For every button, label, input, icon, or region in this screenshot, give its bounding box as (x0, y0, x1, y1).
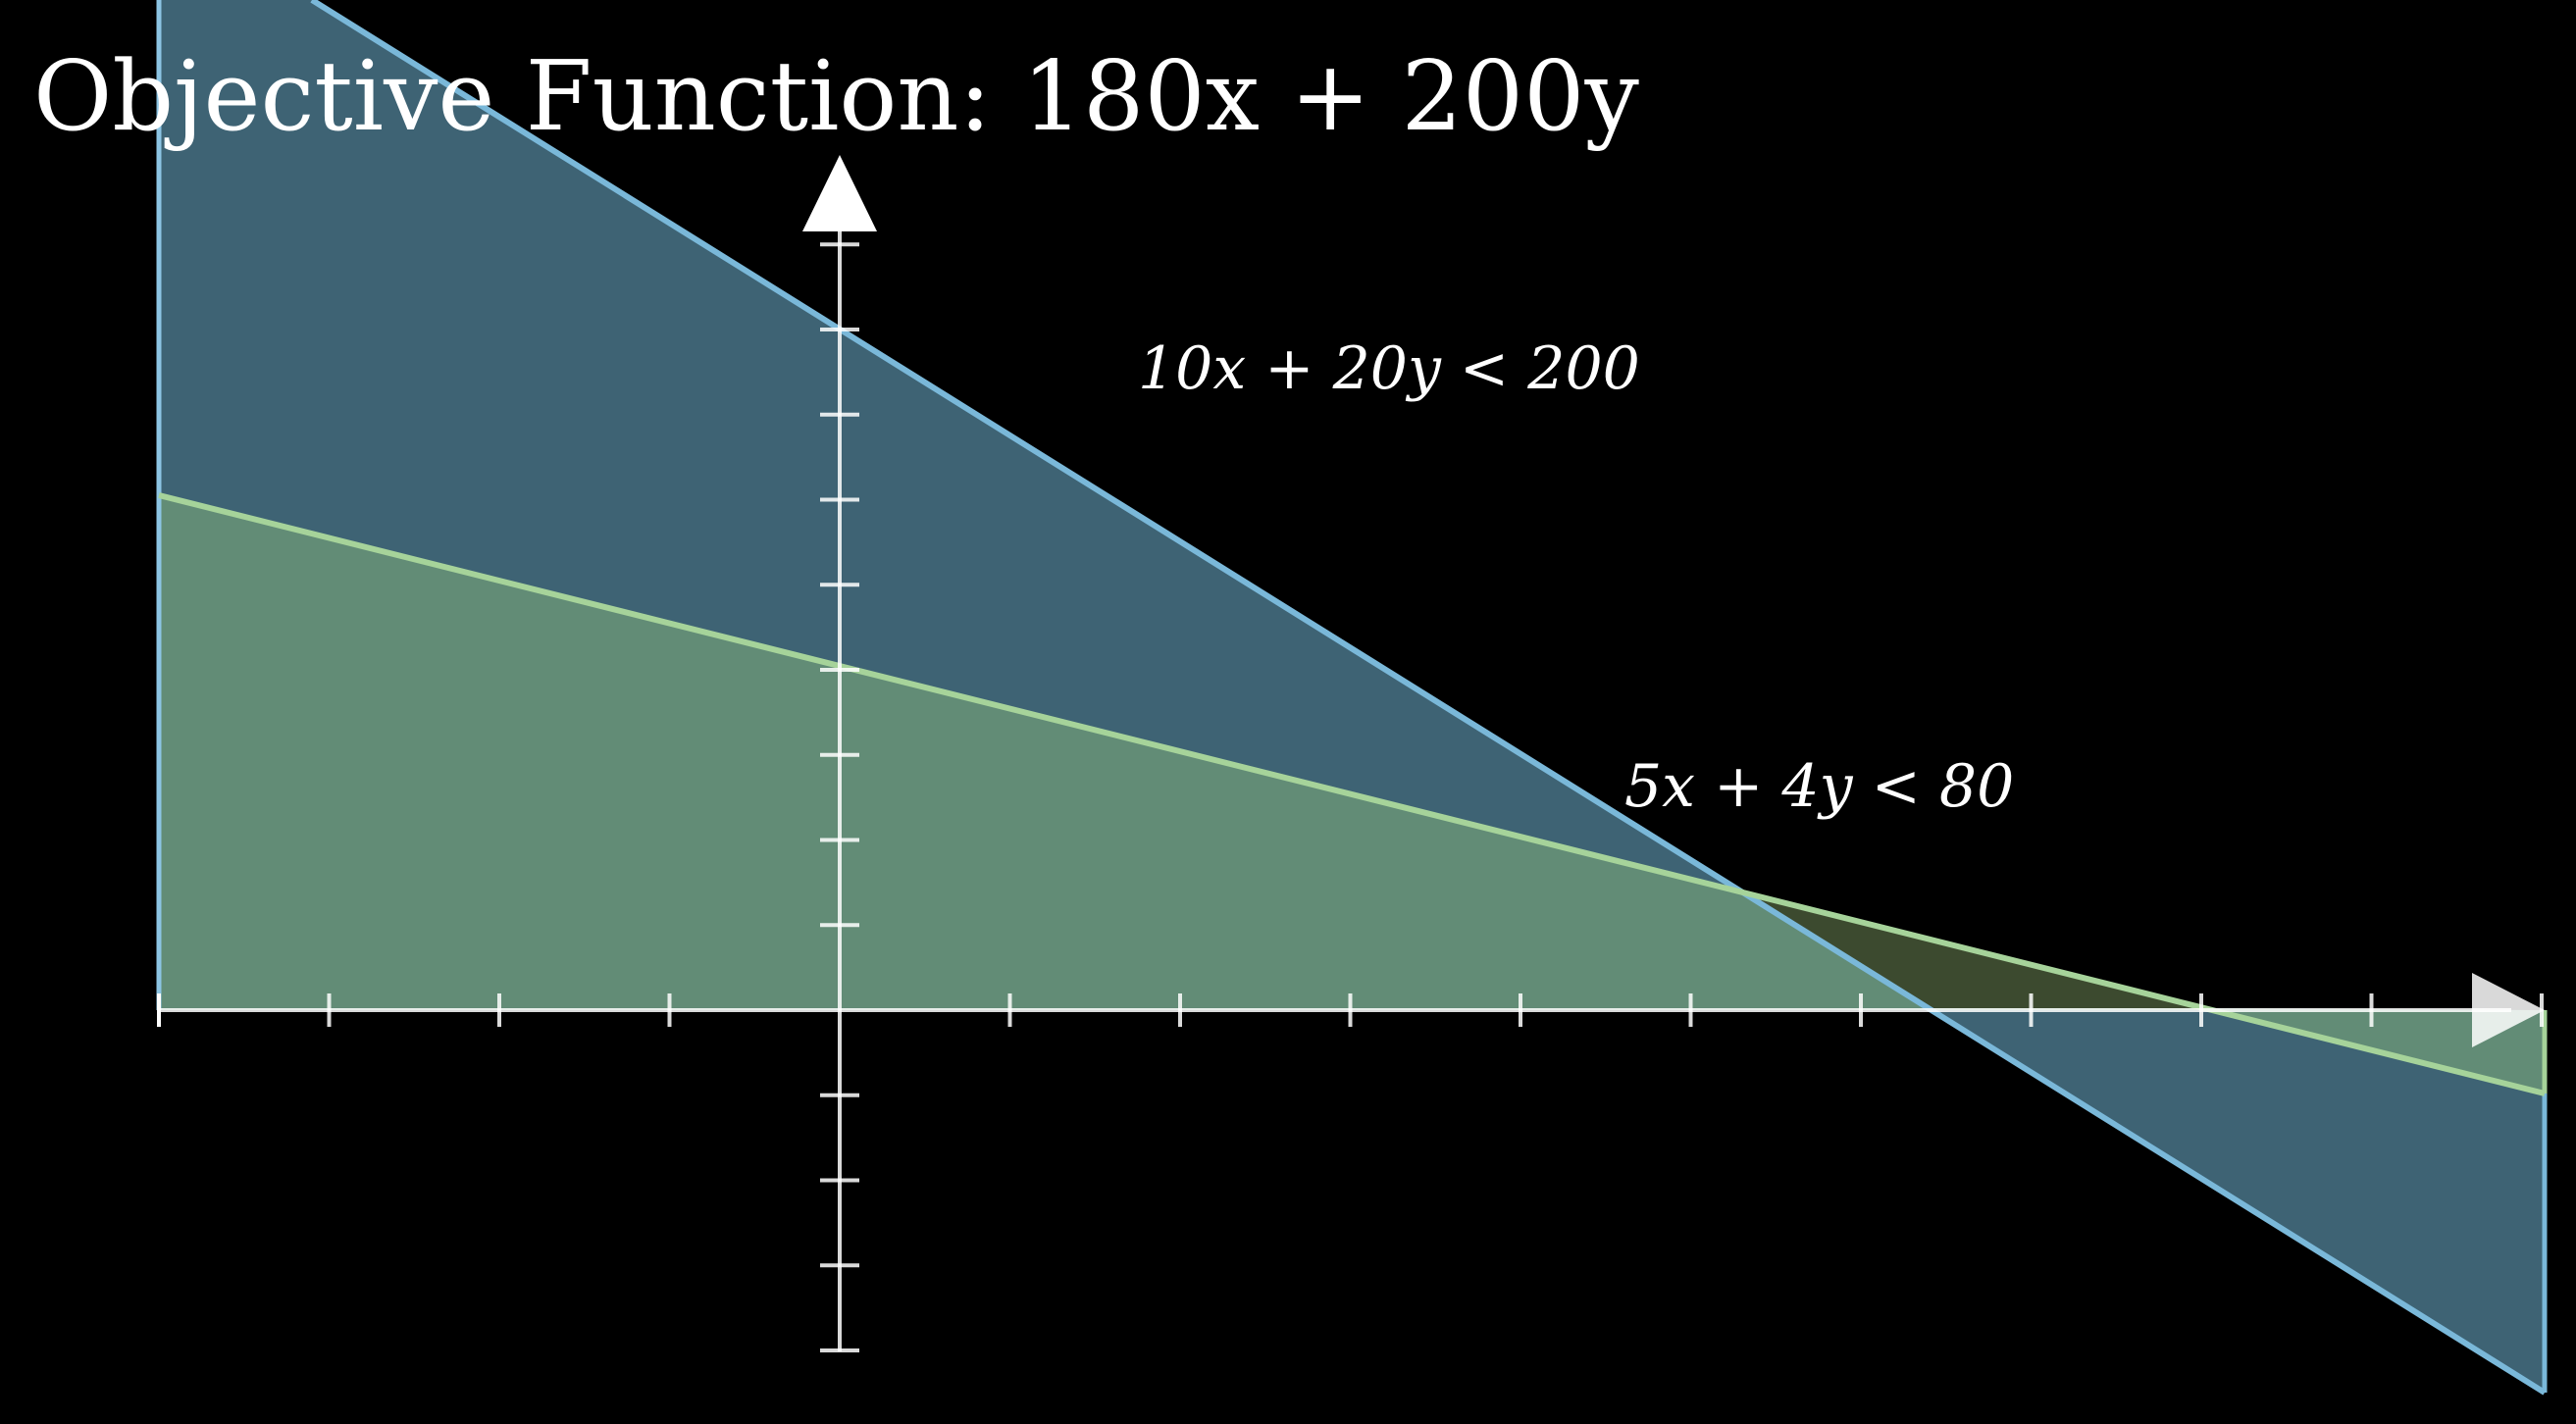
right-black-mask (2545, 0, 2576, 1424)
coordinate-axes (157, 155, 2545, 1352)
constraint-label-2: 5x + 4y < 80 (1624, 752, 2014, 821)
blue-constraint-line (310, 0, 2547, 1396)
y-axis-arrow (802, 155, 877, 231)
green-constraint-line (158, 492, 2546, 1096)
objective-title: Objective Function: 180x + 200y (33, 41, 1639, 153)
x-axis-arrow (2472, 973, 2545, 1047)
constraint-label-1: 10x + 20y < 200 (1138, 334, 1640, 403)
left-black-mask (0, 0, 159, 1424)
below-axis-black-left (159, 1010, 2545, 1424)
